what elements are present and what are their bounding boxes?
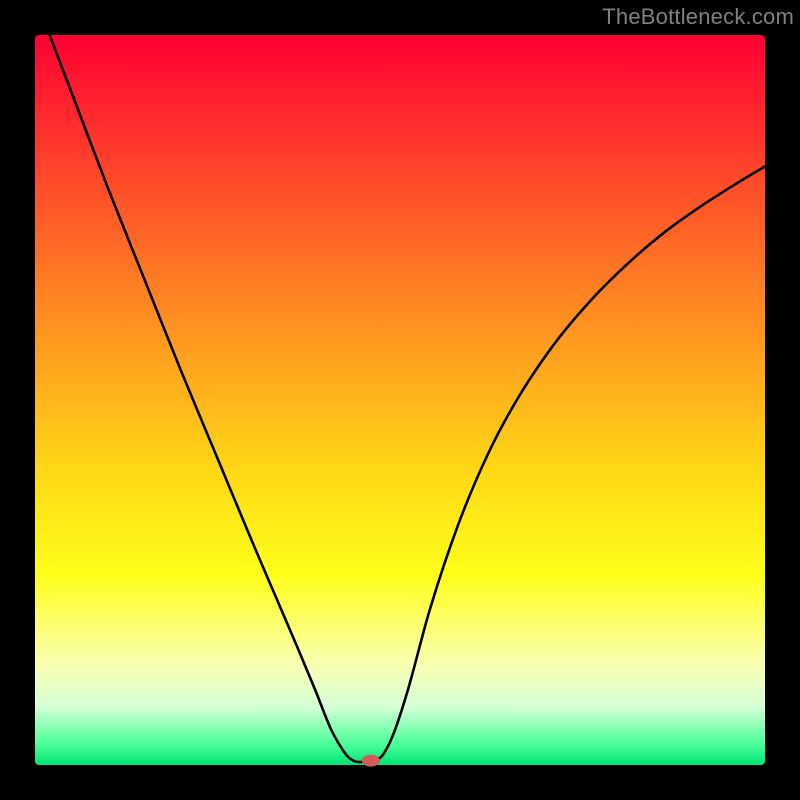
minimum-marker	[362, 755, 380, 767]
watermark-text: TheBottleneck.com	[602, 4, 794, 30]
chart-plot-area	[35, 35, 765, 765]
chart-svg	[0, 0, 800, 800]
chart-container: TheBottleneck.com	[0, 0, 800, 800]
